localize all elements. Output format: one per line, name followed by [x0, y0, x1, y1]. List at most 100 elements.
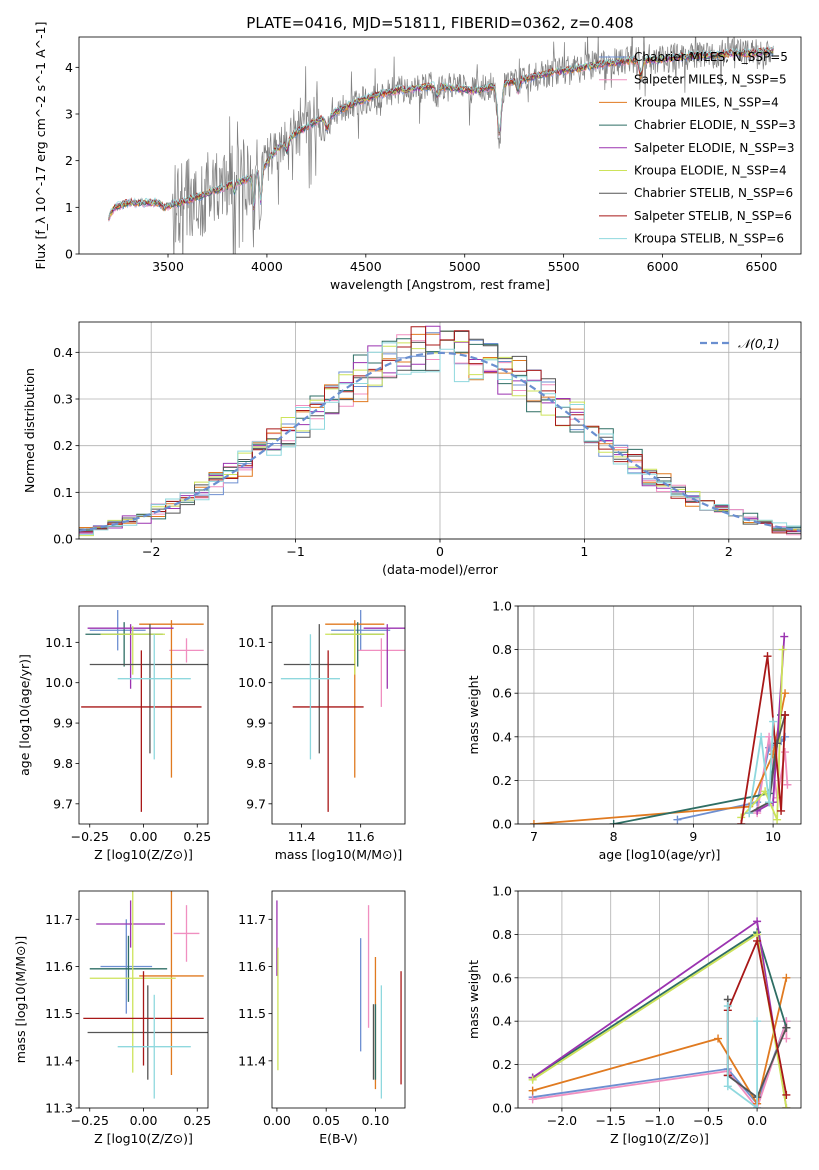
axes-frame	[78, 605, 209, 825]
weight-marker	[528, 1086, 537, 1095]
y-tick-label: 0.6	[492, 970, 512, 985]
y-tick-label: 9.8	[53, 756, 73, 771]
legend-label: Salpeter STELIB, N_SSP=6	[634, 209, 792, 223]
y-axis-label: mass weight	[466, 960, 481, 1039]
x-tick-label: 6500	[746, 259, 778, 274]
y-axis-label: Normed distribution	[22, 368, 37, 493]
plot-area	[280, 610, 405, 812]
panel-mass-vs-EBV: 0.00 0.05 0.10 11.4 11.5 11.6 11.7 E(B-V)	[238, 890, 406, 1146]
y-tick-label: 11.3	[45, 1101, 73, 1116]
legend-label: Chabrier ELODIE, N_SSP=3	[634, 118, 796, 132]
x-tick-label: −1	[286, 544, 304, 559]
x-tick-label: 8	[610, 829, 618, 844]
spectrum-model-line	[108, 45, 774, 218]
y-tick-label: 11.4	[45, 1053, 73, 1068]
spectrum-data-line	[108, 37, 774, 254]
y-tick-label: 10.0	[45, 675, 73, 690]
x-tick-label: 0.05	[312, 1113, 340, 1128]
x-tick-label: 10	[765, 829, 781, 844]
x-tick-label: 11.6	[347, 829, 375, 844]
weight-marker	[723, 1002, 732, 1011]
x-axis-label: Z [log10(Z/Z⊙)]	[94, 847, 193, 862]
axes-frame	[271, 890, 406, 1109]
y-tick-label: 0.2	[53, 438, 73, 453]
legend-label: Chabrier MILES, N_SSP=5	[634, 50, 788, 64]
x-tick-label: 3500	[152, 259, 184, 274]
plot-area	[528, 917, 791, 1108]
x-tick-label: 0.00	[130, 1113, 158, 1128]
x-tick-label: 0.00	[263, 1113, 291, 1128]
x-axis-label: Z [log10(Z/Z⊙)]	[94, 1131, 193, 1146]
y-tick-label: 0.3	[53, 392, 73, 407]
y-axis-label: mass [log10(M/M⊙)]	[13, 936, 28, 1064]
weight-marker	[753, 936, 762, 945]
y-tick-label: 0.0	[492, 1101, 512, 1116]
weight-marker	[782, 1034, 791, 1043]
y-tick-label: 10.0	[238, 675, 266, 690]
legend-label-normal: 𝒩(0,1)	[738, 336, 780, 351]
weight-line	[748, 714, 786, 814]
weight-marker	[528, 1075, 537, 1084]
weight-marker	[777, 806, 786, 815]
axes-frame	[517, 890, 802, 1109]
y-tick-label: 11.4	[238, 1053, 266, 1068]
x-axis-label: (data-model)/error	[382, 562, 499, 577]
weight-marker	[782, 1023, 791, 1032]
weight-marker	[781, 689, 790, 698]
y-tick-label: 0.4	[53, 345, 73, 360]
x-tick-label: 11.4	[288, 829, 316, 844]
x-axis-label: wavelength [Angstrom, rest frame]	[330, 277, 550, 292]
legend-label: Kroupa STELIB, N_SSP=6	[634, 232, 784, 246]
panel-mass-vs-Z: −0.25 0.00 0.25 11.3 11.4 11.5 11.6 11.7 Z [log1…	[13, 890, 211, 1146]
x-tick-label: 7	[530, 829, 538, 844]
panel-age-vs-mass: 11.4 11.6 9.7 9.8 9.9 10.0 10.1 mass [log10(M/M…	[238, 605, 406, 862]
weight-line	[748, 721, 774, 814]
weight-marker	[781, 748, 790, 757]
y-axis-label: mass weight	[466, 675, 481, 754]
spectrum-model-line	[108, 46, 774, 219]
y-tick-label: 11.6	[238, 959, 266, 974]
y-tick-label: 0.0	[492, 817, 512, 832]
weight-marker	[778, 645, 787, 654]
plot-area	[529, 632, 792, 824]
weight-marker	[673, 815, 682, 824]
weight-marker	[783, 780, 792, 789]
x-tick-label: −0.5	[693, 1113, 723, 1128]
x-tick-label: 1	[580, 544, 588, 559]
weight-marker	[609, 820, 618, 824]
weight-line	[726, 1006, 758, 1108]
histogram-step	[79, 326, 801, 534]
y-tick-label: 9.7	[53, 796, 73, 811]
y-tick-label: 1.0	[492, 884, 512, 899]
axes-frame	[78, 321, 802, 540]
y-tick-label: 9.7	[246, 796, 266, 811]
legend-label: Kroupa ELODIE, N_SSP=4	[634, 164, 787, 178]
histogram-step	[79, 342, 801, 535]
x-tick-label: 0.00	[130, 829, 158, 844]
y-tick-label: 4	[65, 60, 73, 75]
x-tick-label: 0.10	[362, 1113, 390, 1128]
x-tick-label: 9	[689, 829, 697, 844]
y-tick-label: 11.5	[45, 1006, 73, 1021]
y-tick-label: 0.1	[53, 485, 73, 500]
y-tick-label: 0.8	[492, 642, 512, 657]
x-tick-label: 5000	[449, 259, 481, 274]
x-tick-label: −0.25	[71, 829, 109, 844]
plot-area	[108, 37, 774, 254]
weight-marker	[745, 809, 754, 818]
panel-weight-vs-age: 7 8 9 10 0.0 0.2 0.4 0.6 0.8 1.0 age [log10(age/yr…	[466, 599, 802, 862]
y-tick-label: 11.7	[238, 912, 266, 927]
y-tick-label: 1.0	[492, 599, 512, 614]
normal-curve	[79, 351, 801, 532]
x-tick-label: 4500	[350, 259, 382, 274]
y-tick-label: 11.6	[45, 959, 73, 974]
x-axis-label: Z [log10(Z/Z⊙)]	[610, 1131, 709, 1146]
x-tick-label: −1.5	[596, 1113, 626, 1128]
y-tick-label: 9.9	[246, 716, 266, 731]
chart-title: PLATE=0416, MJD=51811, FIBERID=0362, z=0…	[246, 14, 633, 32]
y-tick-label: 11.5	[238, 1006, 266, 1021]
legend-label: Salpeter ELODIE, N_SSP=3	[634, 141, 795, 155]
axes-frame	[78, 36, 802, 255]
y-tick-label: 0.2	[492, 1057, 512, 1072]
